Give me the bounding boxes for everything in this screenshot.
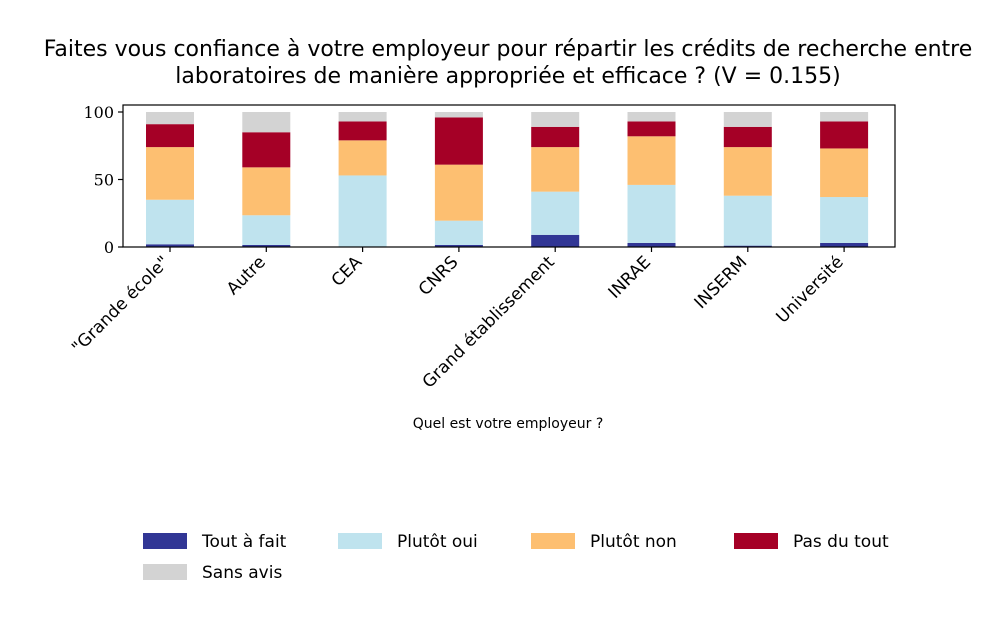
bar-segment-1-5 xyxy=(146,112,194,125)
bar-segment-2-5 xyxy=(242,112,291,133)
bar-segment-5-1 xyxy=(531,234,580,247)
legend-swatch xyxy=(338,533,382,549)
x-tick-label: "Grande école" xyxy=(68,252,173,357)
bars-group xyxy=(146,112,869,247)
y-tick-label: 0 xyxy=(104,238,114,257)
bar-segment-2-2 xyxy=(242,215,291,245)
bar-segment-7-4 xyxy=(723,126,772,148)
legend: Tout à fait Plutôt oui Plutôt non Pas du to… xyxy=(143,532,889,583)
bar-segment-1-4 xyxy=(146,124,194,148)
bar-segment-5-4 xyxy=(531,126,580,148)
bar-segment-1-2 xyxy=(146,199,194,245)
x-tick-label: INSERM xyxy=(691,252,752,313)
legend-label: Plutôt oui xyxy=(397,532,478,552)
bar-segment-8-4 xyxy=(820,121,869,149)
legend-swatch xyxy=(143,564,187,580)
x-tick-label: INRAE xyxy=(605,252,655,302)
bar-segment-2-3 xyxy=(242,167,291,216)
x-tick-label: CNRS xyxy=(415,252,463,300)
bar-segment-7-2 xyxy=(723,195,772,246)
bar-segment-8-2 xyxy=(820,197,869,243)
bar-segment-7-5 xyxy=(723,112,772,127)
x-tick-label: CEA xyxy=(328,252,367,291)
bar-segment-5-3 xyxy=(531,147,580,192)
bar-segment-4-1 xyxy=(434,244,483,247)
bar-segment-3-4 xyxy=(338,121,387,141)
legend-label: Sans avis xyxy=(202,563,282,583)
bar-segment-7-3 xyxy=(723,147,772,196)
x-tick-label: Autre xyxy=(223,252,270,299)
bar-segment-5-5 xyxy=(531,112,580,127)
bar-segment-1-3 xyxy=(146,147,194,200)
bar-segment-7-1 xyxy=(723,245,772,247)
bar-segment-2-4 xyxy=(242,132,291,168)
bar-segment-8-3 xyxy=(820,148,869,198)
x-tick-label: Université xyxy=(773,252,848,327)
bar-segment-4-2 xyxy=(434,220,483,245)
chart-title-line-2: laboratoires de manière appropriée et ef… xyxy=(175,64,840,89)
bar-segment-3-2 xyxy=(338,175,387,247)
bar-segment-8-1 xyxy=(820,242,869,247)
bar-segment-5-2 xyxy=(531,191,580,235)
legend-swatch xyxy=(531,533,575,549)
x-axis-title: Quel est votre employeur ? xyxy=(413,416,604,432)
bar-segment-6-3 xyxy=(627,136,676,185)
bar-segment-8-5 xyxy=(820,112,869,122)
bar-segment-6-4 xyxy=(627,121,676,137)
legend-label: Pas du tout xyxy=(793,532,889,552)
legend-swatch xyxy=(143,533,187,549)
plot-frame xyxy=(122,104,896,248)
legend-label: Plutôt non xyxy=(590,532,677,552)
bar-segment-6-1 xyxy=(627,242,676,247)
bar-segment-3-3 xyxy=(338,140,387,176)
bar-segment-4-4 xyxy=(434,117,483,165)
bar-segment-4-5 xyxy=(434,112,483,118)
y-tick-label: 50 xyxy=(94,171,114,190)
y-tick-label: 100 xyxy=(83,103,114,122)
bar-segment-4-3 xyxy=(434,164,483,221)
legend-swatch xyxy=(734,533,778,549)
bar-segment-3-5 xyxy=(338,112,387,122)
chart-title-line-1: Faites vous confiance à votre employeur … xyxy=(44,37,973,62)
legend-label: Tout à fait xyxy=(201,532,287,552)
bar-segment-6-5 xyxy=(627,112,676,122)
bar-segment-1-1 xyxy=(146,244,194,247)
y-axis: 0 50 100 xyxy=(83,103,123,257)
bar-segment-6-2 xyxy=(627,184,676,243)
bar-segment-2-1 xyxy=(242,244,291,247)
